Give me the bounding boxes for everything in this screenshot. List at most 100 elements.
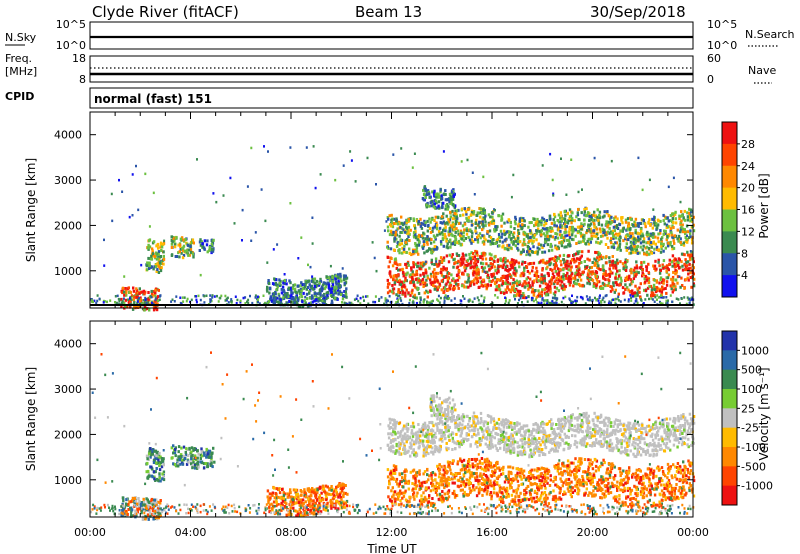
data-cell <box>657 248 660 252</box>
data-cell <box>482 216 485 220</box>
data-cell <box>192 241 195 245</box>
data-cell <box>531 265 534 269</box>
data-cell <box>651 226 654 230</box>
data-cell <box>145 470 148 474</box>
data-cell <box>585 214 589 218</box>
data-cell <box>332 293 335 297</box>
data-cell <box>652 235 655 239</box>
data-cell <box>292 283 295 287</box>
data-cell <box>460 258 463 262</box>
data-cell <box>658 264 661 268</box>
data-cell <box>517 228 520 232</box>
data-cell <box>155 454 158 458</box>
data-cell <box>653 267 656 270</box>
data-cell <box>457 222 461 225</box>
data-cell <box>680 260 683 264</box>
data-cell <box>267 279 270 282</box>
data-cell <box>645 268 648 272</box>
data-cell <box>480 284 483 288</box>
data-cell <box>509 237 513 241</box>
data-cell <box>679 228 683 232</box>
data-cell <box>612 298 615 301</box>
data-cell <box>599 234 603 238</box>
data-cell <box>487 264 490 268</box>
data-cell <box>288 296 291 300</box>
data-cell <box>614 266 618 270</box>
data-cell <box>190 241 193 244</box>
data-cell <box>130 297 133 300</box>
data-cell <box>147 291 150 294</box>
data-cell <box>414 226 417 230</box>
data-cell <box>555 264 558 268</box>
data-cell <box>508 261 512 265</box>
data-cell <box>126 512 129 516</box>
data-cell <box>445 221 449 225</box>
data-cell <box>139 290 142 294</box>
data-cell <box>479 211 482 215</box>
data-cell <box>489 283 492 287</box>
data-cell <box>396 222 400 226</box>
data-cell <box>550 282 553 286</box>
data-cell <box>512 240 516 244</box>
data-cell <box>96 294 99 297</box>
data-cell <box>516 242 520 246</box>
data-cell <box>616 269 619 273</box>
power-ylabel: Slant Range [km] <box>24 158 38 262</box>
data-cell <box>593 282 596 286</box>
data-cell <box>470 213 473 217</box>
data-cell <box>657 219 660 223</box>
data-cell <box>532 293 535 297</box>
data-cell <box>199 273 202 277</box>
data-cell <box>332 492 335 496</box>
data-cell <box>614 236 618 240</box>
data-cell <box>309 488 313 492</box>
data-cell <box>128 215 131 219</box>
data-cell <box>455 215 458 219</box>
data-cell <box>672 213 675 217</box>
data-cell <box>553 285 557 289</box>
data-cell <box>126 514 129 518</box>
data-cell <box>672 221 675 225</box>
data-cell <box>554 261 558 265</box>
data-cell <box>124 287 127 290</box>
data-cell <box>484 238 487 242</box>
data-cell <box>127 298 130 301</box>
data-cell <box>226 296 229 300</box>
data-cell <box>584 302 587 305</box>
data-cell <box>297 512 300 516</box>
data-cell <box>613 220 616 224</box>
data-cell <box>552 192 555 195</box>
data-cell <box>464 280 467 284</box>
data-cell <box>396 227 399 231</box>
data-cell <box>498 239 501 243</box>
data-cell <box>459 214 462 218</box>
data-cell <box>485 285 489 289</box>
data-cell <box>552 194 555 197</box>
data-cell <box>334 280 338 284</box>
nave-tick-bottom: 0 <box>707 73 714 86</box>
data-cell <box>512 242 515 246</box>
data-cell <box>643 252 646 256</box>
data-cell <box>269 298 272 302</box>
data-cell <box>388 260 392 264</box>
data-cell <box>405 221 408 224</box>
data-cell <box>345 287 348 291</box>
data-cell <box>147 500 150 504</box>
data-cell <box>392 287 396 291</box>
data-cell <box>548 259 551 263</box>
data-cell <box>448 197 451 201</box>
data-cell <box>589 266 592 270</box>
data-cell <box>239 299 242 303</box>
data-cell <box>506 285 509 289</box>
data-cell <box>675 271 678 275</box>
data-cell <box>449 215 452 219</box>
data-cell <box>109 299 112 302</box>
data-cell <box>454 209 457 213</box>
data-cell <box>458 269 461 273</box>
data-cell <box>539 295 542 298</box>
data-cell <box>301 300 304 304</box>
data-cell <box>275 283 278 287</box>
data-cell <box>434 262 438 266</box>
data-cell <box>147 301 150 304</box>
data-cell <box>513 289 517 293</box>
